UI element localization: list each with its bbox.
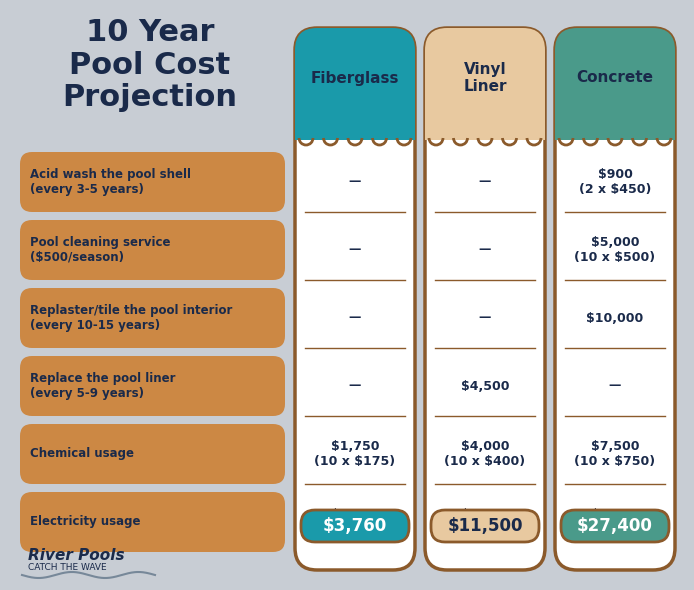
FancyBboxPatch shape xyxy=(20,424,285,484)
Text: —: — xyxy=(349,312,361,325)
Text: $900
(2 x $450): $900 (2 x $450) xyxy=(579,168,651,196)
Text: Replace the pool liner
(every 5-9 years): Replace the pool liner (every 5-9 years) xyxy=(30,372,176,400)
Text: Acid wash the pool shell
(every 3-5 years): Acid wash the pool shell (every 3-5 year… xyxy=(30,168,191,196)
Text: $11,500: $11,500 xyxy=(447,517,523,535)
FancyBboxPatch shape xyxy=(20,492,285,552)
Text: —: — xyxy=(479,175,491,188)
Text: Concrete: Concrete xyxy=(577,70,654,86)
FancyBboxPatch shape xyxy=(295,28,415,138)
FancyBboxPatch shape xyxy=(555,28,675,138)
Text: $3,760: $3,760 xyxy=(323,517,387,535)
FancyBboxPatch shape xyxy=(295,28,415,570)
FancyBboxPatch shape xyxy=(431,510,539,542)
Bar xyxy=(425,83,545,140)
Text: $4,500: $4,500 xyxy=(461,379,509,392)
Text: Chemical usage: Chemical usage xyxy=(30,447,134,461)
Text: $3,000
(10 x $300): $3,000 (10 x $300) xyxy=(444,508,525,536)
Text: —: — xyxy=(479,312,491,325)
Bar xyxy=(295,83,415,140)
Text: $4,000
(10 x $400): $4,000 (10 x $400) xyxy=(444,440,525,468)
Text: —: — xyxy=(479,244,491,257)
FancyBboxPatch shape xyxy=(561,510,669,542)
FancyBboxPatch shape xyxy=(20,220,285,280)
FancyBboxPatch shape xyxy=(425,28,545,138)
FancyBboxPatch shape xyxy=(20,152,285,212)
FancyBboxPatch shape xyxy=(425,28,545,570)
Text: CATCH THE WAVE: CATCH THE WAVE xyxy=(28,563,107,572)
Text: Electricity usage: Electricity usage xyxy=(30,516,140,529)
Text: Vinyl
Liner: Vinyl Liner xyxy=(464,62,507,94)
Text: Replaster/tile the pool interior
(every 10-15 years): Replaster/tile the pool interior (every … xyxy=(30,304,232,332)
Text: $7,500
(10 x $750): $7,500 (10 x $750) xyxy=(575,440,656,468)
FancyBboxPatch shape xyxy=(301,510,409,542)
Text: River Pools: River Pools xyxy=(28,548,125,562)
Text: $10,000: $10,000 xyxy=(586,312,643,325)
FancyBboxPatch shape xyxy=(20,288,285,348)
FancyBboxPatch shape xyxy=(555,28,675,570)
Text: Pool cleaning service
($500/season): Pool cleaning service ($500/season) xyxy=(30,236,171,264)
Text: —: — xyxy=(349,379,361,392)
Text: —: — xyxy=(349,244,361,257)
Text: $5,000
(10 x $500): $5,000 (10 x $500) xyxy=(575,236,656,264)
Text: $27,400: $27,400 xyxy=(577,517,653,535)
Text: $1,750
(10 x $175): $1,750 (10 x $175) xyxy=(314,440,396,468)
Text: —: — xyxy=(609,379,621,392)
Text: Fiberglass: Fiberglass xyxy=(311,70,399,86)
FancyBboxPatch shape xyxy=(20,356,285,416)
Bar xyxy=(555,83,675,140)
Text: $2,000
(10 x $200): $2,000 (10 x $200) xyxy=(314,508,396,536)
Text: 10 Year
Pool Cost
Projection: 10 Year Pool Cost Projection xyxy=(62,18,237,112)
Text: $4,000
(10 x $400): $4,000 (10 x $400) xyxy=(575,508,656,536)
Text: —: — xyxy=(349,175,361,188)
